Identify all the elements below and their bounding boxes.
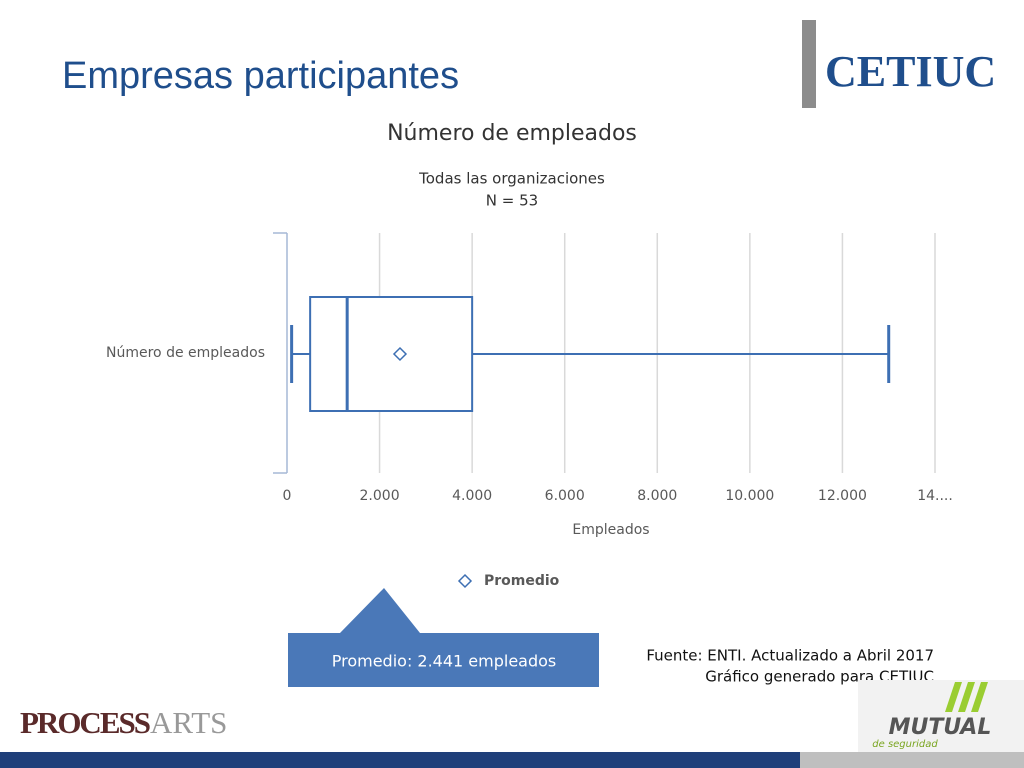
x-tick-label: 8.000 [637, 488, 677, 504]
x-tick-label: 10.000 [725, 488, 774, 504]
source: Fuente: ENTI. Actualizado a Abril 2017 [646, 647, 934, 665]
legend-marker [457, 573, 473, 589]
x-tick-label: 0 [283, 488, 292, 504]
footer-bar [800, 752, 1024, 768]
x-tick-label: 6.000 [545, 488, 585, 504]
chart-title: Número de empleados [387, 121, 637, 146]
logo-bar [802, 20, 816, 108]
logo-mutual-icon [945, 682, 988, 712]
chart-subtitle: N = 53 [486, 192, 538, 210]
chart-subtitle: Todas las organizaciones [418, 170, 605, 188]
callout-text: Promedio: 2.441 empleados [332, 652, 557, 671]
logo-mutual: MUTUAL [889, 715, 992, 740]
logo-mutual-sub: de seguridad [872, 739, 938, 750]
logo-cetiuc: CETIUC [825, 47, 996, 96]
y-axis [273, 232, 288, 474]
slide-title: Empresas participantes [62, 55, 459, 97]
box [309, 296, 474, 412]
x-tick-label: 14.... [917, 488, 953, 504]
category-label: Número de empleados [106, 345, 265, 361]
mean-marker [392, 346, 408, 362]
logo-bg [858, 680, 1024, 752]
logo-process: PROCESS [20, 705, 150, 740]
footer-bar [0, 752, 800, 768]
x-tick-label: 2.000 [360, 488, 400, 504]
logo-arts: ARTS [150, 705, 227, 740]
legend-label: Promedio [484, 573, 560, 589]
x-axis-label: Empleados [572, 522, 649, 538]
callout [288, 588, 599, 687]
x-tick-label: 12.000 [818, 488, 867, 504]
x-tick-label: 4.000 [452, 488, 492, 504]
